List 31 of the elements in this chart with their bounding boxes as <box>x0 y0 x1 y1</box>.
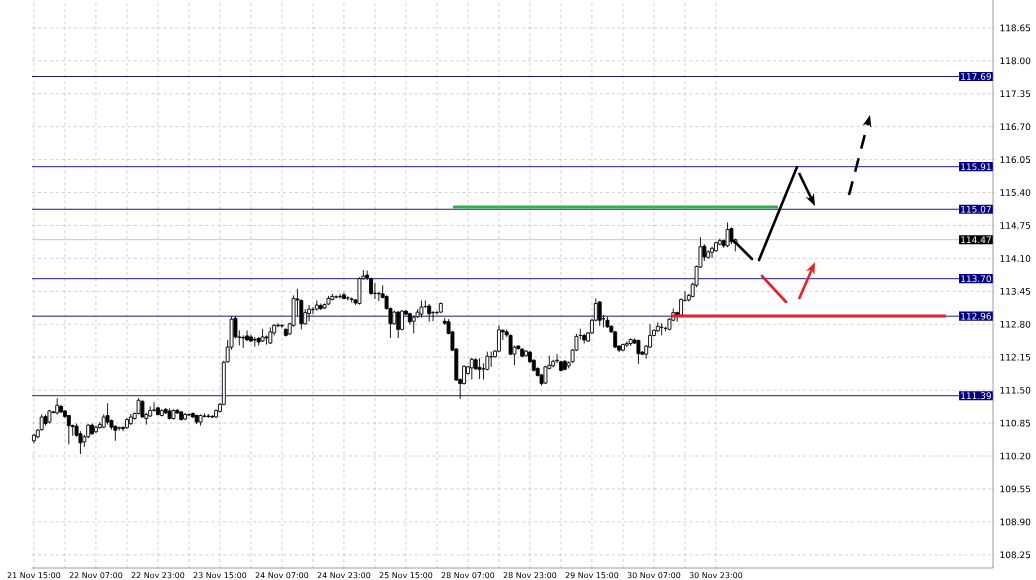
y-tick-label: 112.80 <box>1000 320 1031 328</box>
y-tick-label: 118.65 <box>1000 24 1031 32</box>
ref-line-label: 115.07 <box>961 205 991 213</box>
candlestick <box>66 414 71 445</box>
y-tick-label: 113.45 <box>1000 287 1031 295</box>
ref-line-label: 117.69 <box>961 73 991 80</box>
y-tick-label: 118.00 <box>1000 57 1031 65</box>
ref-line-label: 112.96 <box>961 312 992 320</box>
y-tick-label: 108.25 <box>1000 551 1031 559</box>
candlestick <box>497 324 501 353</box>
y-tick-label: 110.20 <box>1000 452 1031 460</box>
candlestick <box>710 246 715 259</box>
ref-line-label: 111.39 <box>961 392 991 400</box>
y-tick-label: 114.10 <box>1000 255 1031 262</box>
candlestick <box>105 402 110 426</box>
ref-line-label: 113.70 <box>961 275 992 283</box>
y-tick-label: 109.55 <box>1000 485 1031 493</box>
candlestick <box>307 304 312 322</box>
y-tick-label: 111.50 <box>1000 386 1031 394</box>
y-tick-label: 110.85 <box>1000 419 1031 427</box>
ref-line-label: 114.47 <box>961 236 991 243</box>
y-tick-label: 108.90 <box>1000 518 1031 526</box>
candlestick <box>186 413 191 417</box>
y-tick-label: 112.15 <box>1000 353 1031 361</box>
y-tick-label: 116.70 <box>1000 123 1031 131</box>
y-tick-label: 117.35 <box>1000 90 1031 98</box>
candlestick <box>241 334 246 349</box>
ref-line-label: 115.91 <box>961 163 991 171</box>
y-tick-label: 114.75 <box>1000 222 1031 229</box>
y-tick-label: 116.05 <box>1000 156 1031 163</box>
y-tick-label: 115.40 <box>1000 189 1031 196</box>
